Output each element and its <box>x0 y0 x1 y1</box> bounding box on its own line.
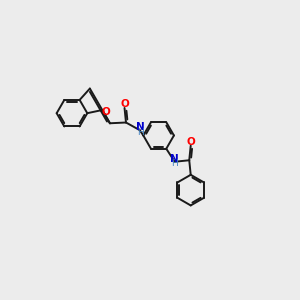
Text: O: O <box>102 107 110 117</box>
Text: O: O <box>186 137 195 147</box>
Text: H: H <box>171 159 178 168</box>
Text: O: O <box>120 99 129 110</box>
Text: N: N <box>170 154 178 164</box>
Text: H: H <box>137 128 143 137</box>
Text: N: N <box>136 122 144 132</box>
